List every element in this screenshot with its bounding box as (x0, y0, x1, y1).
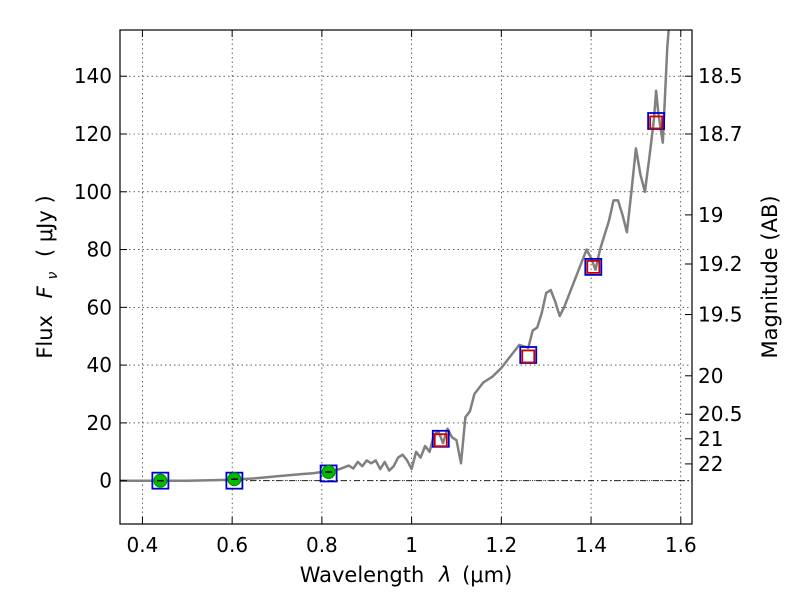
right-tick-label: 20.5 (698, 402, 743, 426)
y-tick-label: 0 (99, 469, 112, 493)
plot-frame (119, 29, 693, 525)
x-tick-label: 1 (405, 533, 418, 557)
ticks-layer: 0.4 0.6 0.8 1 1.2 1.4 1.6 0 20 40 60 80 100 120 140 18.… (74, 30, 743, 557)
x-tick-label: 0.4 (127, 533, 159, 557)
y-axis-label: Flux F ν ( μJy ) (33, 195, 62, 358)
right-tick-label: 18.5 (698, 64, 743, 88)
y-axis-label-subscript: ν (45, 272, 61, 280)
y-tick-label: 100 (74, 180, 112, 204)
x-tick-label: 1.6 (665, 533, 697, 557)
x-axis-label-symbol: λ (438, 563, 451, 587)
x-axis-label: Wavelength λ (μm) (300, 563, 513, 587)
right-tick-label: 20 (698, 364, 723, 388)
y-axis-label-unit: ( μJy ) (33, 195, 57, 257)
model-square-marker (521, 349, 536, 364)
right-tick-label: 21 (698, 427, 723, 451)
y-tick-label: 140 (74, 64, 112, 88)
spectrum-line (120, 30, 670, 482)
y-tick-label: 80 (87, 238, 112, 262)
x-tick-label: 1.2 (485, 533, 517, 557)
right-tick-label: 22 (698, 452, 723, 476)
model-square-marker (649, 115, 664, 130)
x-tick-label: 0.6 (216, 533, 248, 557)
x-axis-label-unit: (μm) (462, 563, 512, 587)
right-tick-label: 18.7 (698, 122, 743, 146)
right-tick-label: 19.5 (698, 303, 743, 327)
model-square-marker (586, 259, 601, 274)
y-tick-label: 20 (87, 411, 112, 435)
y-tick-label: 40 (87, 353, 112, 377)
y-axis-label-symbol: F (33, 285, 57, 298)
x-axis-label-text: Wavelength (300, 563, 425, 587)
x-tick-label: 1.4 (575, 533, 607, 557)
right-tick-label: 19.2 (698, 252, 743, 276)
y-tick-label: 120 (74, 122, 112, 146)
y-axis-label-text: Flux (33, 315, 57, 359)
y-tick-label: 60 (87, 295, 112, 319)
right-axis-label-text: Magnitude (AB) (758, 195, 782, 358)
right-axis-label: Magnitude (AB) (758, 195, 782, 358)
photometry-square-marker (584, 257, 603, 276)
photometry-square-marker (151, 471, 170, 490)
grid-lines (120, 30, 692, 524)
right-tick-label: 19 (698, 203, 723, 227)
series-layer (120, 30, 670, 490)
x-tick-label: 0.8 (306, 533, 338, 557)
model-square-marker (433, 433, 448, 448)
